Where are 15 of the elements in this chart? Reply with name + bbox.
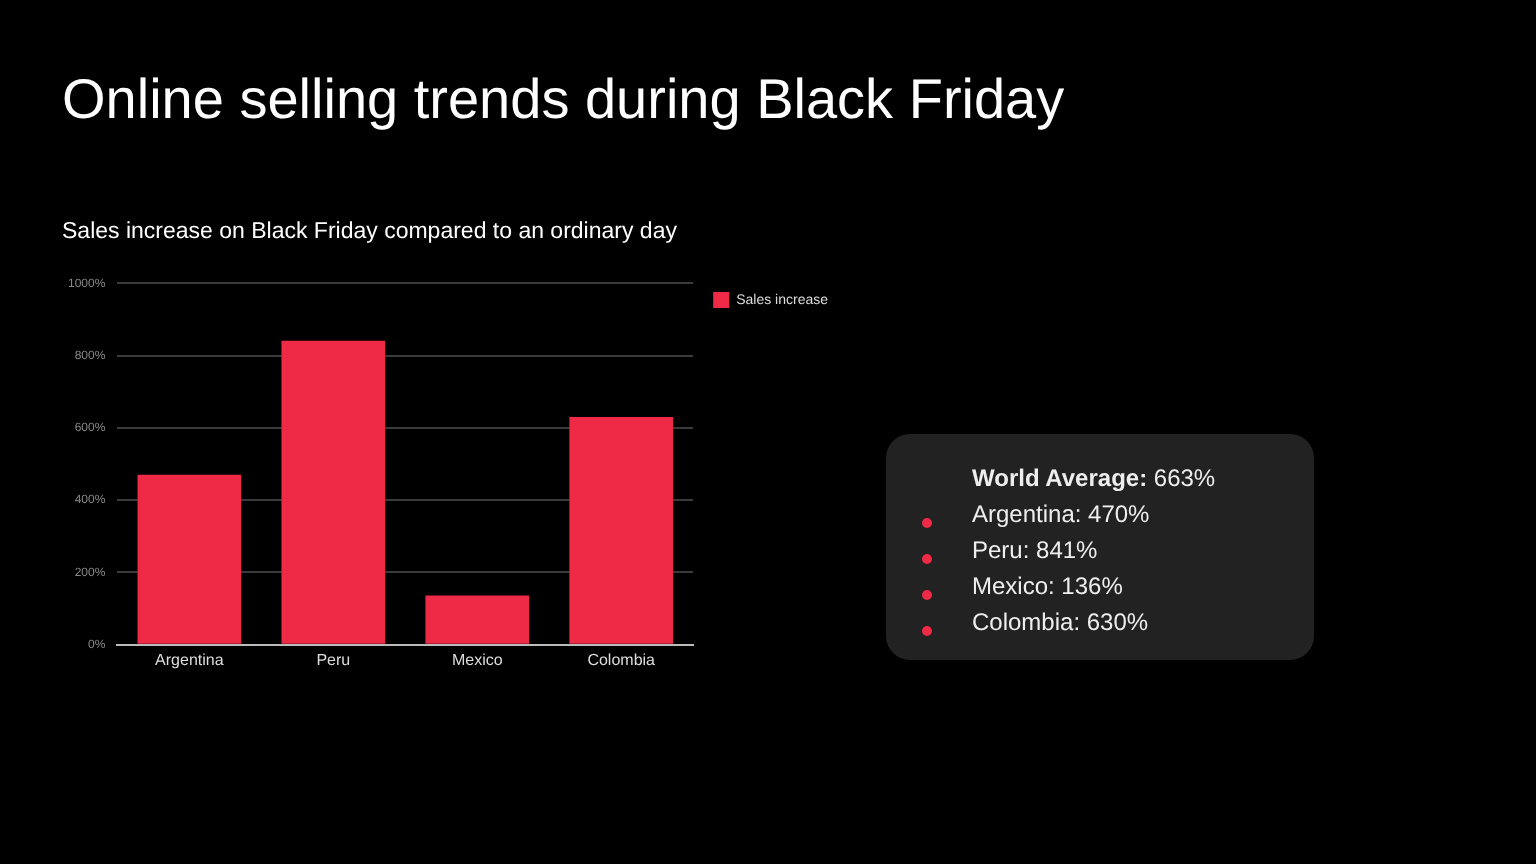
x-tick-label: Argentina [155, 650, 225, 669]
text: Mexico: 136% [972, 572, 1123, 600]
text: Argentina: 470% [972, 500, 1150, 528]
x-tick-label: Colombia [587, 650, 657, 669]
bar [137, 474, 242, 644]
text: Peru: 841% [972, 536, 1098, 564]
bar [281, 340, 386, 644]
text: World Average: 663% [972, 464, 1216, 492]
bar [569, 416, 674, 644]
x-tick-label: Peru [316, 650, 351, 669]
chart-subtitle: Sales increase on Black Friday compared to an ordinary day [62, 220, 677, 244]
x-tick-label: Mexico [451, 650, 504, 669]
text: Colombia: 630% [972, 608, 1149, 636]
chart-title: Online selling trends during Black Friday [62, 68, 1065, 132]
bar [425, 595, 530, 644]
